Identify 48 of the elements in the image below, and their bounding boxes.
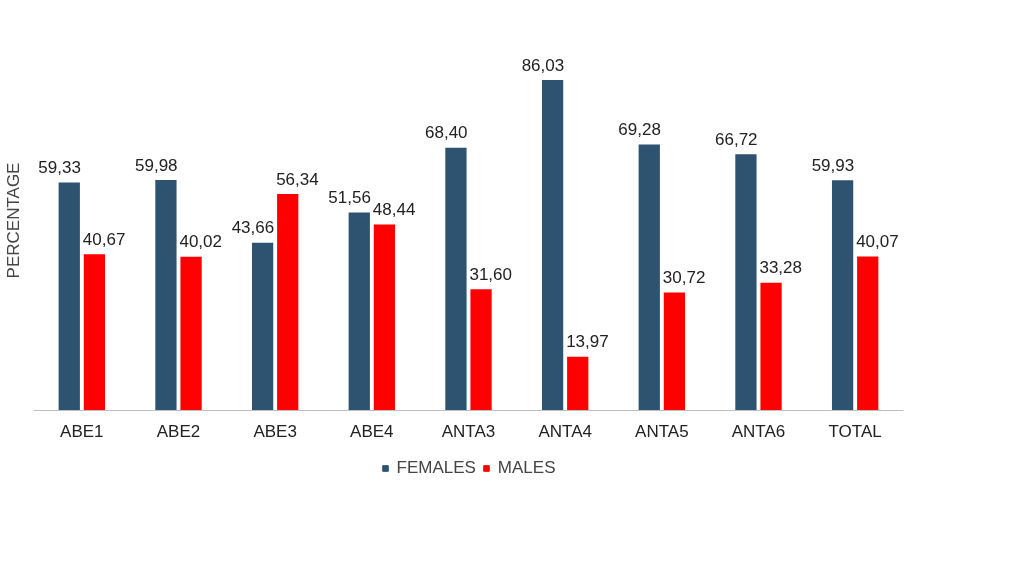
bar — [180, 256, 202, 411]
legend-label: FEMALES — [396, 458, 476, 478]
data-label: 43,66 — [231, 218, 275, 238]
x-tick-label: ANTA5 — [635, 421, 689, 441]
bar — [58, 182, 80, 411]
bar — [251, 242, 274, 411]
bar — [277, 194, 299, 411]
x-tick-label: ABE2 — [156, 421, 201, 441]
data-label: 66,72 — [715, 129, 758, 149]
data-label: 86,03 — [521, 55, 565, 75]
bar — [541, 80, 564, 411]
bar — [470, 289, 492, 411]
x-tick-label: ANTA4 — [538, 421, 592, 441]
bar — [638, 144, 660, 411]
data-label: 59,98 — [135, 155, 178, 175]
data-label: 56,34 — [276, 169, 319, 189]
data-label: 68,40 — [425, 123, 468, 143]
data-label: 13,97 — [566, 332, 609, 352]
x-tick-label: ABE3 — [253, 421, 297, 441]
bar — [663, 292, 686, 411]
data-label: 40,07 — [856, 232, 899, 252]
data-label: 40,67 — [82, 229, 126, 249]
x-tick-label: ANTA6 — [731, 421, 786, 441]
legend-label: MALES — [497, 458, 556, 478]
data-label: 59,33 — [38, 158, 81, 178]
data-label: 69,28 — [618, 119, 661, 139]
y-axis-title: PERCENTAGE — [3, 162, 23, 279]
data-label: 33,28 — [759, 258, 803, 278]
bar — [735, 154, 757, 411]
data-label: 31,60 — [469, 264, 513, 284]
bar — [831, 180, 854, 411]
bar — [348, 212, 370, 411]
bar — [373, 224, 396, 411]
bar — [567, 356, 589, 411]
bar — [857, 256, 879, 411]
data-label: 48,44 — [372, 199, 416, 219]
bar — [83, 254, 106, 411]
data-label: 51,56 — [328, 187, 371, 207]
bar — [760, 282, 782, 411]
x-tick-label: ABE4 — [350, 421, 394, 441]
x-tick-label: TOTAL — [828, 421, 882, 441]
x-tick-label: ABE1 — [60, 421, 104, 441]
bar — [155, 180, 177, 411]
data-label: 59,93 — [811, 155, 855, 175]
data-label: 40,02 — [179, 232, 223, 252]
data-label: 30,72 — [662, 268, 706, 288]
bar — [445, 147, 467, 411]
x-tick-label: ANTA3 — [441, 421, 496, 441]
